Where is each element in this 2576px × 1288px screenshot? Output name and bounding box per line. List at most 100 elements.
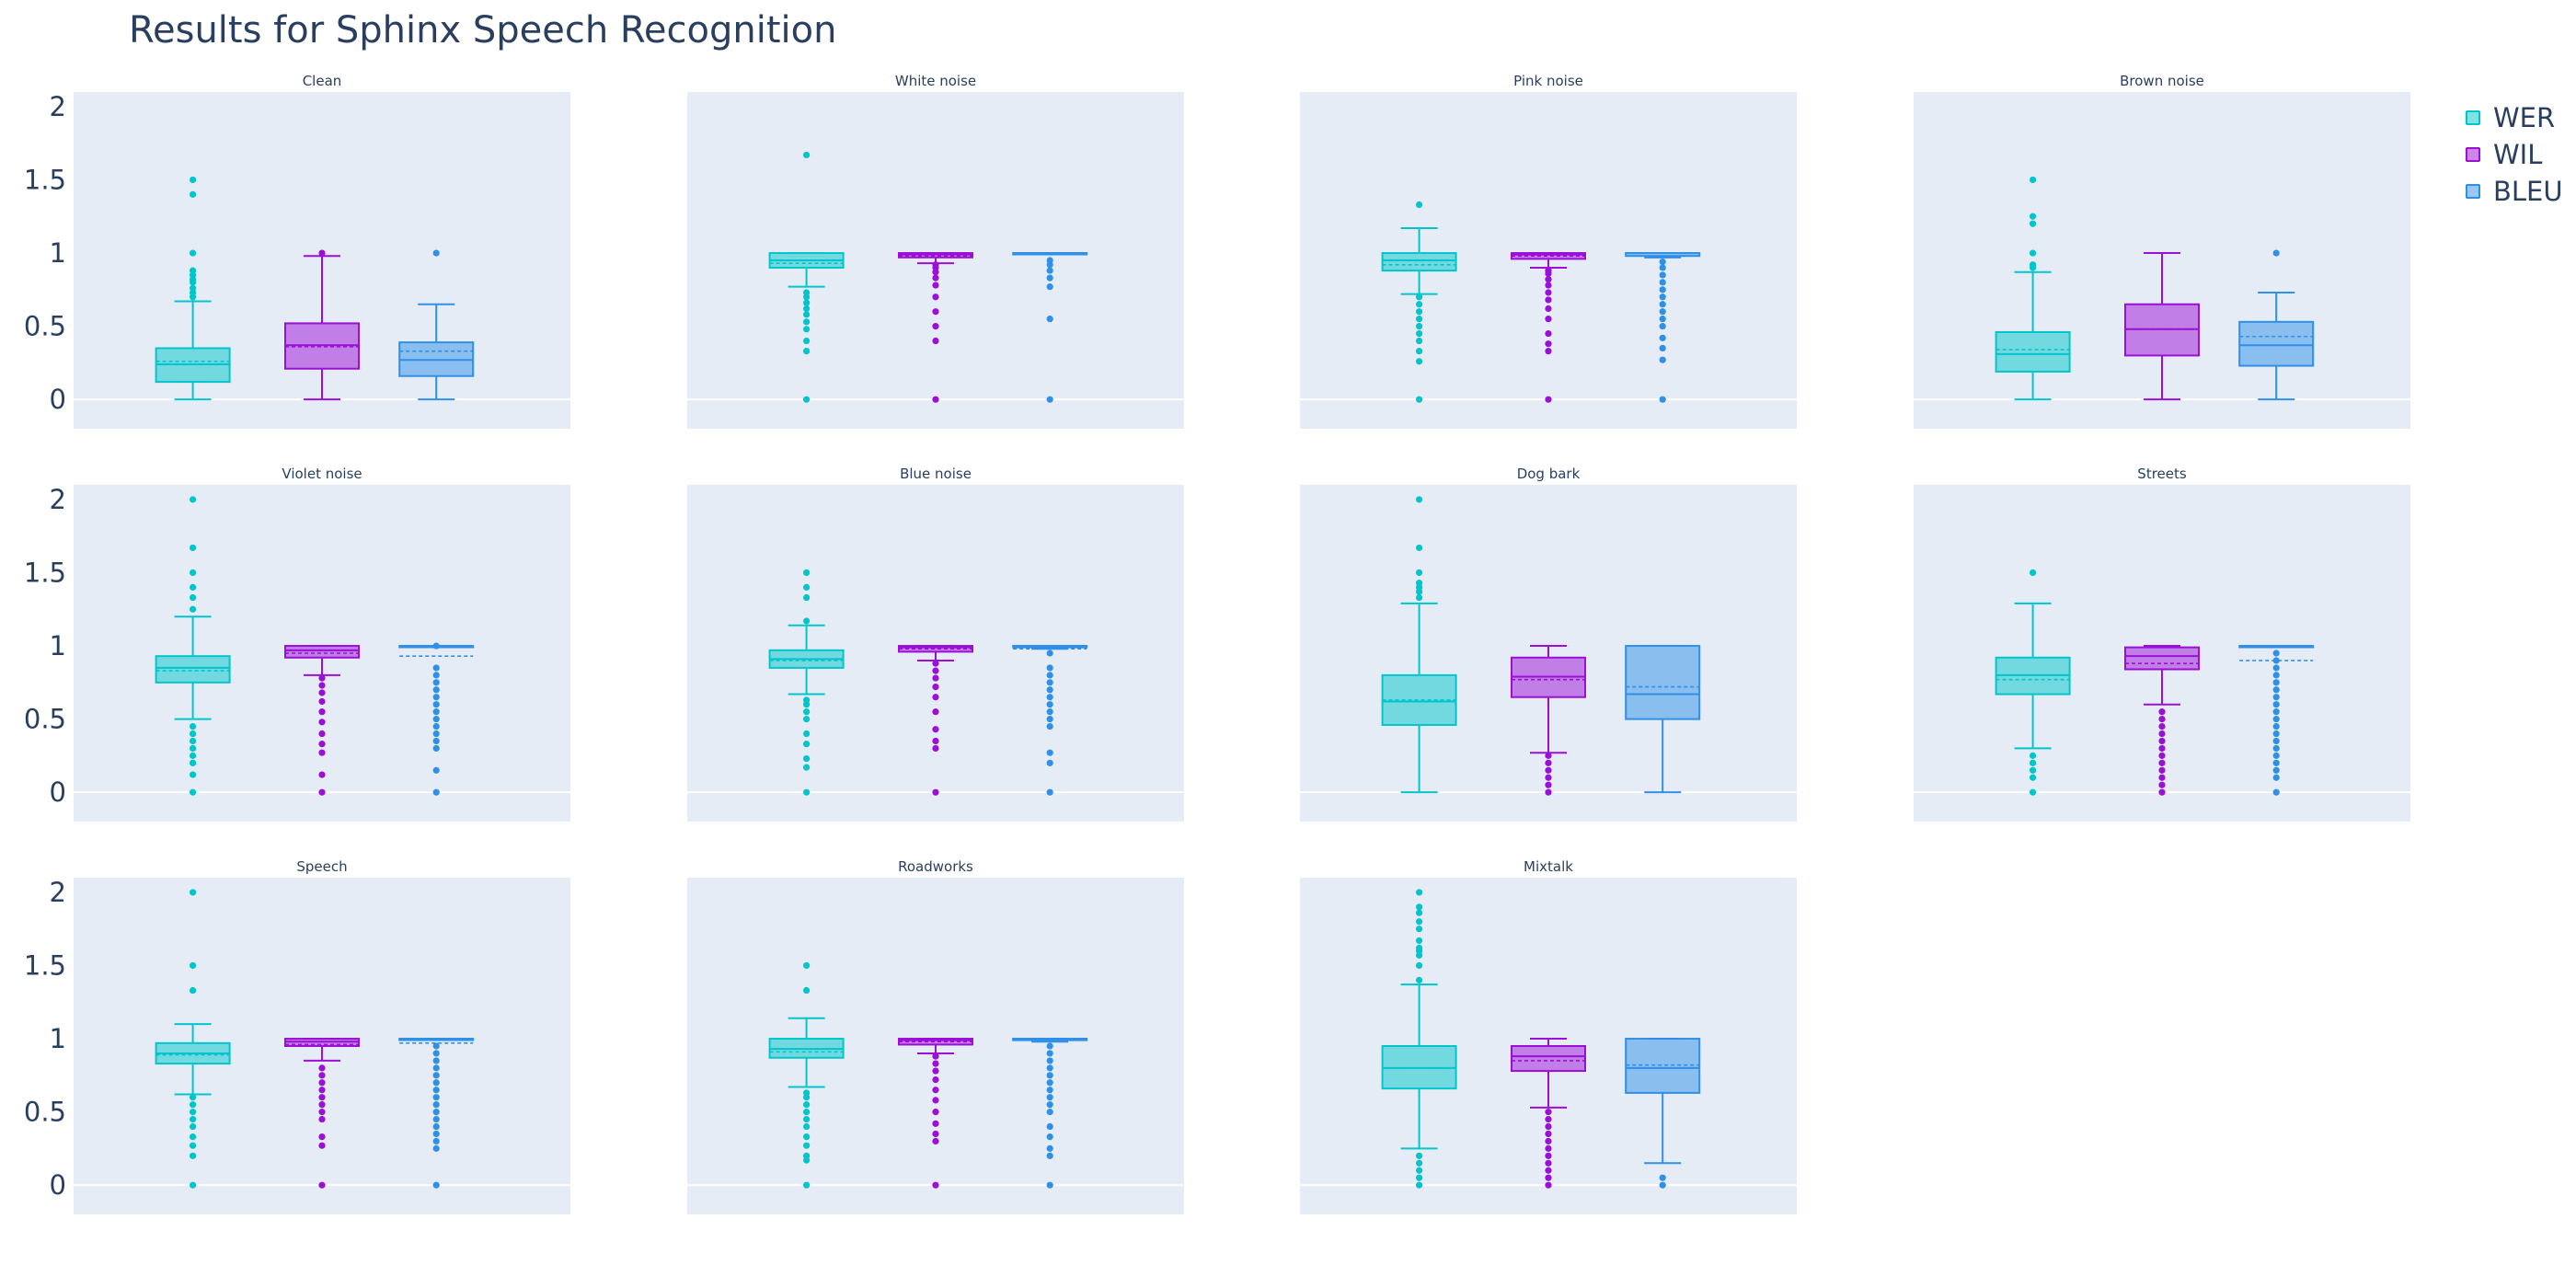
outlier-point-violet-noise-wil bbox=[318, 719, 326, 726]
outlier-point-speech-bleu bbox=[432, 1137, 440, 1145]
outlier-point-roadworks-wil bbox=[932, 1067, 939, 1075]
outlier-point-violet-noise-wil bbox=[318, 771, 326, 778]
outlier-point-pink-noise-wil bbox=[1545, 396, 1552, 403]
outlier-point-blue-noise-bleu bbox=[1046, 759, 1053, 766]
outlier-point-pink-noise-wer bbox=[1416, 396, 1423, 403]
outlier-point-violet-noise-wer bbox=[190, 722, 197, 730]
outlier-point-violet-noise-wil bbox=[318, 708, 326, 716]
outlier-point-pink-noise-bleu bbox=[1659, 316, 1666, 323]
outlier-point-dog-bark-wer bbox=[1416, 569, 1423, 577]
outlier-point-streets-wer bbox=[2030, 788, 2037, 796]
outlier-point-pink-noise-bleu bbox=[1659, 286, 1666, 293]
outlier-point-white-noise-wil bbox=[932, 396, 939, 403]
outlier-point-streets-wer bbox=[2030, 766, 2037, 774]
outlier-point-blue-noise-wil bbox=[932, 737, 939, 745]
legend-label-wil: WIL bbox=[2493, 139, 2543, 170]
outlier-point-roadworks-bleu bbox=[1046, 1133, 1053, 1141]
outlier-point-violet-noise-bleu bbox=[432, 694, 440, 701]
legend-label-wer: WER bbox=[2493, 102, 2556, 133]
outlier-point-violet-noise-wer bbox=[190, 771, 197, 778]
outlier-point-speech-bleu bbox=[432, 1087, 440, 1094]
y-tick-label-violet-noise: 0 bbox=[50, 776, 66, 808]
panel-title-dog-bark: Dog bark bbox=[1517, 466, 1581, 482]
outlier-point-violet-noise-bleu bbox=[432, 722, 440, 730]
outlier-point-mixtalk-wer bbox=[1416, 926, 1423, 933]
legend-swatch-wer bbox=[2466, 110, 2480, 125]
outlier-point-pink-noise-bleu bbox=[1659, 356, 1666, 363]
outlier-point-streets-bleu bbox=[2272, 716, 2280, 723]
outlier-point-brown-noise-wer bbox=[2030, 213, 2037, 220]
outlier-point-mixtalk-wer bbox=[1416, 903, 1423, 911]
outlier-point-pink-noise-bleu bbox=[1659, 323, 1666, 330]
outlier-point-roadworks-bleu bbox=[1046, 1101, 1053, 1109]
outlier-point-pink-noise-bleu bbox=[1659, 334, 1666, 341]
outlier-point-pink-noise-wer bbox=[1416, 348, 1423, 355]
outlier-point-speech-wil bbox=[318, 1064, 326, 1072]
outlier-point-blue-noise-wer bbox=[803, 569, 811, 577]
outlier-point-roadworks-wer bbox=[803, 1089, 811, 1097]
outlier-point-speech-bleu bbox=[432, 1115, 440, 1123]
box-violet-noise-wer bbox=[155, 655, 231, 684]
y-tick-label-clean: 1.5 bbox=[24, 164, 66, 195]
outlier-point-mixtalk-wer bbox=[1416, 1174, 1423, 1181]
legend-item-wil[interactable]: WIL bbox=[2466, 136, 2563, 173]
y-tick-label-clean: 2 bbox=[50, 91, 66, 122]
outlier-point-roadworks-wer bbox=[803, 986, 811, 995]
outlier-point-violet-noise-bleu bbox=[432, 679, 440, 686]
outlier-point-brown-noise-wer bbox=[2030, 261, 2037, 269]
outlier-point-streets-wil bbox=[2158, 716, 2166, 723]
outlier-point-pink-noise-wil bbox=[1545, 267, 1552, 274]
outlier-point-speech-bleu bbox=[432, 1079, 440, 1087]
panel-title-white-noise: White noise bbox=[895, 73, 976, 89]
panel-title-violet-noise: Violet noise bbox=[282, 466, 362, 482]
outlier-point-speech-wil bbox=[318, 1079, 326, 1087]
outlier-point-pink-noise-wil bbox=[1545, 340, 1552, 348]
outlier-point-speech-bleu bbox=[432, 1109, 440, 1116]
outlier-point-pink-noise-wil bbox=[1545, 276, 1552, 283]
outlier-point-white-noise-wer bbox=[803, 326, 811, 333]
outlier-point-violet-noise-wil bbox=[318, 730, 326, 738]
outlier-point-blue-noise-wil bbox=[932, 744, 939, 753]
outlier-point-mixtalk-bleu bbox=[1659, 1174, 1666, 1181]
outlier-point-white-noise-wil bbox=[932, 261, 939, 269]
outlier-point-pink-noise-wer bbox=[1416, 293, 1423, 301]
outlier-point-violet-noise-wer bbox=[190, 737, 197, 745]
outlier-point-pink-noise-wer bbox=[1416, 329, 1423, 338]
outlier-point-pink-noise-wer bbox=[1416, 358, 1423, 365]
panel-title-pink-noise: Pink noise bbox=[1513, 73, 1583, 89]
outlier-point-pink-noise-bleu bbox=[1659, 301, 1666, 308]
outlier-point-roadworks-wil bbox=[932, 1052, 939, 1060]
outlier-point-mixtalk-wil bbox=[1545, 1122, 1552, 1131]
outlier-point-streets-bleu bbox=[2272, 694, 2280, 701]
legend-item-wer[interactable]: WER bbox=[2466, 99, 2563, 136]
outlier-point-clean-wer bbox=[190, 190, 197, 198]
outlier-point-blue-noise-bleu bbox=[1046, 686, 1053, 694]
outlier-point-streets-bleu bbox=[2272, 686, 2280, 694]
outlier-point-white-noise-wil bbox=[932, 337, 939, 345]
legend-item-bleu[interactable]: BLEU bbox=[2466, 173, 2563, 210]
outlier-point-speech-bleu bbox=[432, 1042, 440, 1050]
panel-title-blue-noise: Blue noise bbox=[900, 466, 972, 482]
outlier-point-blue-noise-wil bbox=[932, 660, 939, 667]
outlier-point-mixtalk-wil bbox=[1545, 1167, 1552, 1174]
outlier-point-pink-noise-wil bbox=[1545, 296, 1552, 304]
outlier-point-streets-wil bbox=[2158, 788, 2166, 796]
outlier-point-speech-wer bbox=[190, 1181, 197, 1189]
outlier-point-blue-noise-wer bbox=[803, 708, 811, 716]
outlier-point-violet-noise-bleu bbox=[432, 672, 440, 679]
outlier-point-streets-bleu bbox=[2272, 774, 2280, 781]
outlier-point-violet-noise-wer bbox=[190, 605, 197, 613]
outlier-point-mixtalk-wil bbox=[1545, 1152, 1552, 1159]
outlier-point-speech-wil bbox=[318, 1087, 326, 1094]
outlier-point-speech-bleu bbox=[432, 1064, 440, 1072]
legend-label-bleu: BLEU bbox=[2493, 176, 2563, 207]
outlier-point-blue-noise-wil bbox=[932, 667, 939, 674]
outlier-point-streets-bleu bbox=[2272, 650, 2280, 657]
outlier-point-speech-wer bbox=[190, 1094, 197, 1101]
outlier-point-violet-noise-wer bbox=[190, 744, 197, 753]
outlier-point-white-noise-bleu bbox=[1046, 267, 1053, 274]
outlier-point-streets-wil bbox=[2158, 766, 2166, 774]
outlier-point-speech-bleu bbox=[432, 1101, 440, 1109]
outlier-point-blue-noise-bleu bbox=[1046, 664, 1053, 672]
outlier-point-roadworks-bleu bbox=[1046, 1122, 1053, 1131]
